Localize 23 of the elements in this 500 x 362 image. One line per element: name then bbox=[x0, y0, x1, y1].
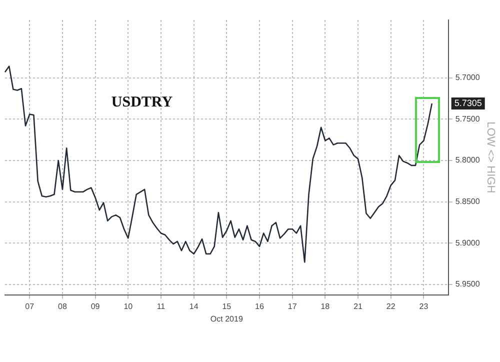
x-tick-label: 14 bbox=[189, 302, 199, 311]
y-axis-title: LOW <> HIGH bbox=[484, 122, 496, 194]
x-tick-label: 10 bbox=[124, 302, 134, 311]
x-tick-label: 07 bbox=[25, 302, 35, 311]
y-tick-label: 5.7500 bbox=[455, 114, 480, 124]
y-tick-label: 5.8000 bbox=[455, 156, 480, 165]
y-tick-label: 5.7000 bbox=[455, 73, 480, 82]
y-tick-label: 5.9000 bbox=[455, 238, 480, 248]
x-tick-label: 16 bbox=[255, 302, 264, 311]
x-tick-label: 15 bbox=[222, 302, 232, 311]
x-tick-label: 08 bbox=[58, 302, 68, 311]
x-axis-title: Oct 2019 bbox=[210, 314, 244, 324]
y-tick-label: 5.9500 bbox=[455, 280, 480, 289]
x-tick-label: 23 bbox=[419, 302, 429, 311]
text: USDTRY bbox=[111, 94, 173, 110]
text: 5.7305 bbox=[454, 98, 482, 108]
x-tick-label: 21 bbox=[354, 302, 364, 311]
x-tick-label: 18 bbox=[320, 302, 330, 311]
x-tick-label: 11 bbox=[156, 302, 166, 311]
x-tick-label: 09 bbox=[90, 302, 100, 311]
x-tick-label: 22 bbox=[386, 302, 396, 311]
x-tick-label: 17 bbox=[288, 302, 298, 311]
y-tick-label: 5.8500 bbox=[455, 197, 480, 206]
